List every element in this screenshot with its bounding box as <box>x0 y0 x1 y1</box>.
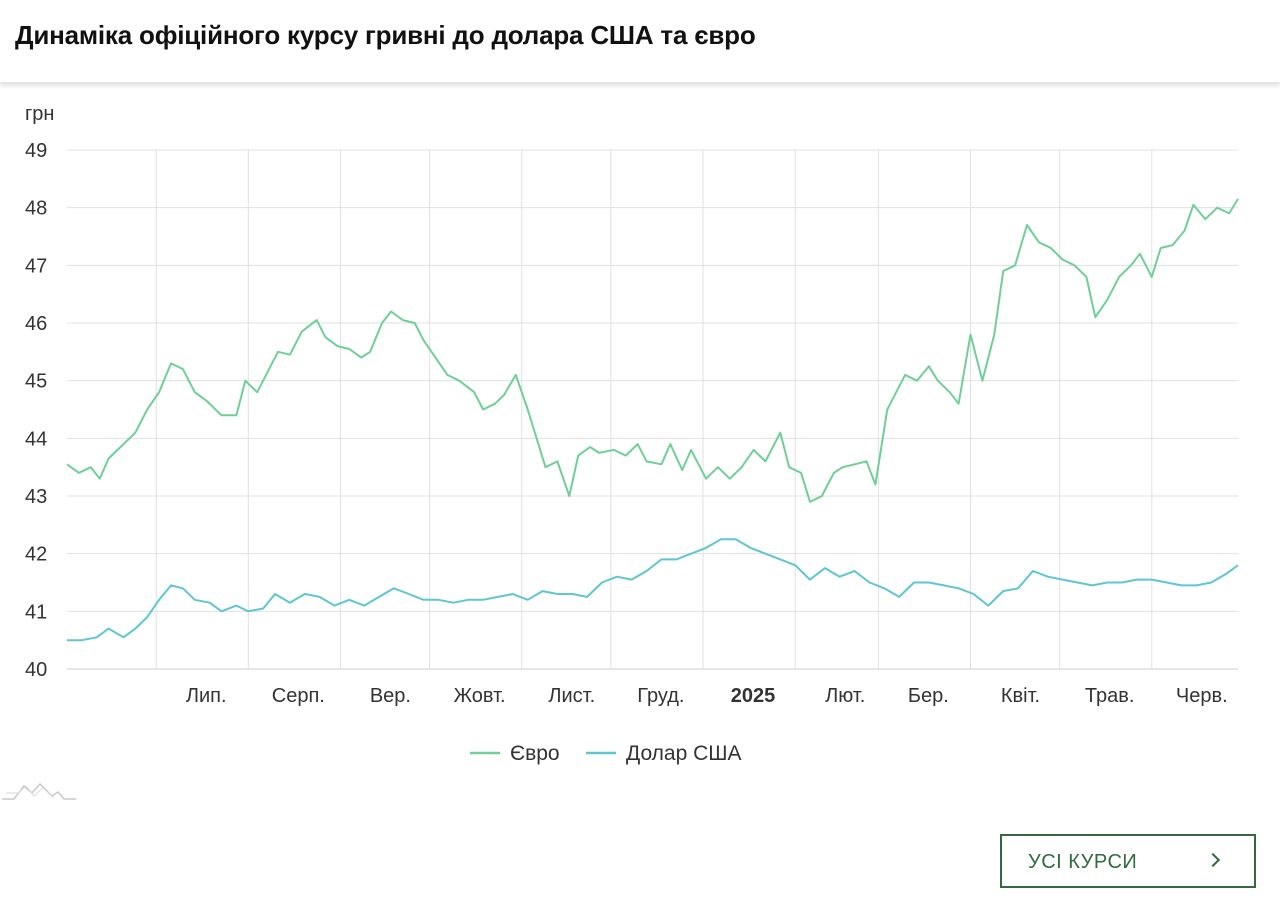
series-line-euro <box>66 198 1239 503</box>
x-tick-label: Бер. <box>908 685 949 707</box>
x-axis: Лип. Серп. Вер. Жовт. Лист. Груд. 2025 Лют. Бер.… <box>186 685 1228 707</box>
y-tick-label: 49 <box>25 140 47 162</box>
y-axis-label: грн <box>25 103 54 125</box>
all-rates-button[interactable]: УСІ КУРСИ <box>1000 834 1256 888</box>
y-tick-label: 41 <box>25 601 47 623</box>
x-tick-label: Лист. <box>548 685 595 707</box>
series-lines <box>66 198 1239 642</box>
legend-item: Євро <box>470 742 560 765</box>
y-tick-label: 47 <box>25 255 47 277</box>
x-tick-label: Жовт. <box>454 685 506 707</box>
x-tick-label: Серп. <box>272 685 325 707</box>
y-tick-label: 46 <box>25 313 47 335</box>
y-tick-label: 43 <box>25 486 47 508</box>
y-axis: грн 40 41 42 43 44 45 46 47 48 49 <box>25 103 54 681</box>
x-tick-label: Вер. <box>370 685 411 707</box>
chevron-right-icon <box>1205 852 1221 868</box>
y-tick-label: 42 <box>25 544 47 566</box>
y-tick-label: 40 <box>25 659 47 681</box>
x-tick-label: Черв. <box>1176 685 1228 707</box>
legend-label: Долар США <box>626 742 742 765</box>
x-tick-label: Квіт. <box>1001 685 1040 707</box>
chart-logo-icon <box>2 782 76 800</box>
series-line-usd <box>67 538 1239 642</box>
x-tick-label: Трав. <box>1085 685 1135 707</box>
x-tick-label: Груд. <box>637 685 684 707</box>
legend-item: Долар США <box>586 742 742 765</box>
exchange-rate-chart: грн 40 41 42 43 44 45 46 47 48 49 Лип. Серп. Вер. Жов… <box>2 103 1239 800</box>
x-tick-label: Лип. <box>186 685 227 707</box>
x-tick-label: 2025 <box>731 685 776 707</box>
page-header: Динаміка офіційного курсу гривні до дола… <box>0 0 1280 83</box>
chart-grid <box>67 149 1238 670</box>
y-tick-label: 45 <box>25 371 47 393</box>
all-rates-label: УСІ КУРСИ <box>1028 851 1138 873</box>
chart-legend: Євро Долар США <box>470 742 742 765</box>
y-tick-label: 48 <box>25 198 47 220</box>
legend-label: Євро <box>510 742 560 765</box>
y-tick-label: 44 <box>25 428 47 450</box>
page-title: Динаміка офіційного курсу гривні до дола… <box>15 20 756 50</box>
x-tick-label: Лют. <box>825 685 865 707</box>
